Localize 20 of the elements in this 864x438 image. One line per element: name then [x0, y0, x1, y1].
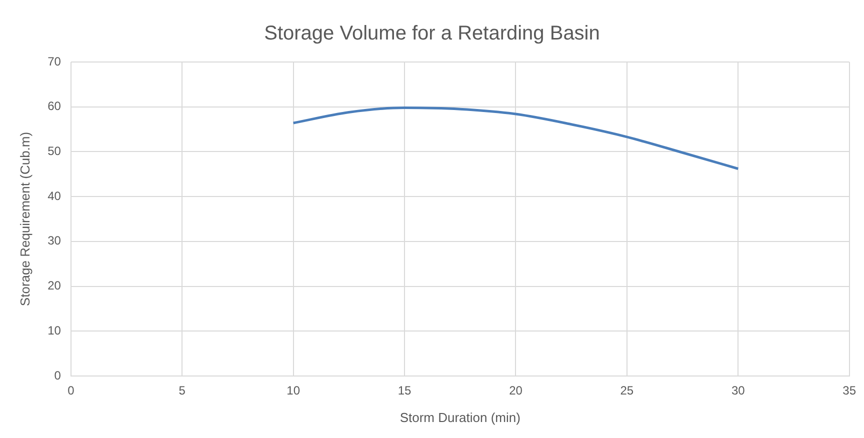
- line-series: [292, 106, 740, 170]
- y-tick-label: 40: [48, 188, 62, 203]
- x-tick-label: 5: [178, 384, 186, 398]
- y-axis-title: Storage Requirement (Cub.m): [17, 132, 32, 306]
- y-tick-label: 50: [48, 144, 62, 158]
- x-tick-label: 35: [842, 384, 856, 398]
- x-tick-label: 30: [731, 384, 746, 398]
- x-tick-label: 20: [509, 384, 523, 398]
- y-tick-label: 10: [48, 323, 62, 338]
- x-axis-title: Storm Duration (min): [400, 410, 520, 425]
- x-tick-label: 15: [398, 384, 412, 398]
- y-tick-label: 30: [48, 234, 62, 248]
- x-tick-label: 25: [620, 384, 634, 398]
- x-tick-label: 0: [68, 384, 75, 398]
- y-tick-label: 70: [48, 54, 62, 68]
- y-tick-label: 20: [48, 278, 62, 293]
- chart-title: Storage Volume for a Retarding Basin: [264, 22, 600, 45]
- x-tick-label: 10: [286, 384, 300, 398]
- y-tick-label: 0: [54, 368, 62, 382]
- y-tick-label: 60: [48, 99, 62, 114]
